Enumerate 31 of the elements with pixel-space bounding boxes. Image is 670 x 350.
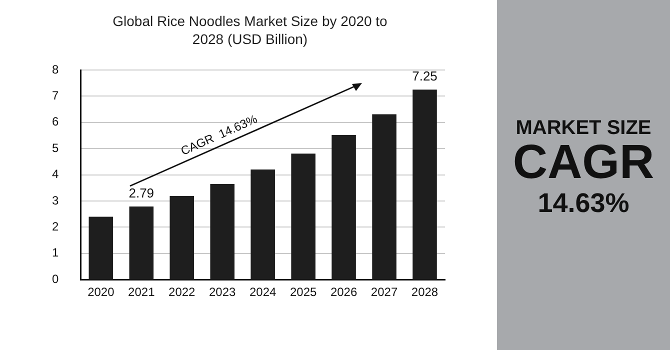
bar [372,114,396,280]
y-tick-label: 3 [52,193,59,208]
data-label: 2.79 [128,186,154,201]
y-tick-label: 0 [52,272,59,286]
y-tick-label: 8 [52,62,59,76]
bar [412,90,437,280]
bar [210,184,234,280]
x-tick-label: 2021 [128,285,156,300]
x-tick-label: 2028 [411,285,438,300]
bar [170,196,194,280]
bar [88,216,114,280]
x-tick-label: 2027 [370,285,398,300]
x-tick-label: 2023 [209,285,236,300]
y-tick-label: 2 [52,220,59,234]
y-tick-label: 7 [52,88,59,103]
x-tick-label: 2020 [88,285,115,300]
data-label: 7.25 [412,68,438,84]
y-tick-label: 6 [52,114,59,129]
bar [291,154,316,280]
x-tick-label: 2026 [330,285,358,300]
chart-title: Global Rice Noodles Market Size by 2020 to 2028 (USD Billion) [112,12,388,48]
x-tick-label: 2025 [290,285,317,300]
bar [129,206,154,280]
y-tick-label: 5 [52,140,59,155]
x-tick-label: 2022 [168,285,196,300]
bar [250,170,275,280]
bar [332,134,356,280]
text: 14.63% [536,188,630,219]
y-tick-label: 1 [52,246,59,260]
y-tick-label: 4 [52,167,59,182]
x-tick-label: 2024 [249,285,277,300]
